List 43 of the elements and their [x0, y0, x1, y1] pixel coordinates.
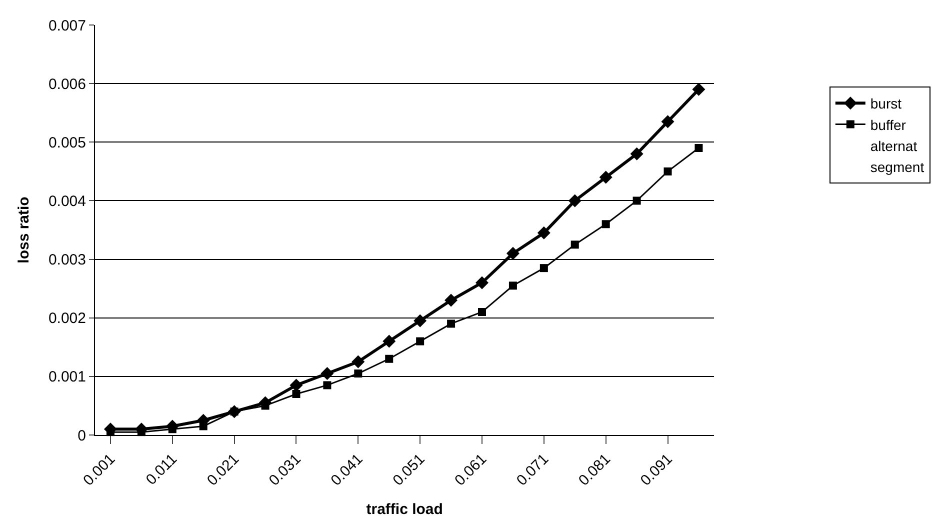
point	[385, 354, 394, 363]
point	[478, 308, 486, 316]
text: segment	[870, 159, 924, 176]
x-axis-title: traffic load	[366, 501, 443, 518]
point	[632, 196, 641, 205]
point	[568, 194, 582, 208]
point	[416, 337, 424, 346]
y-tick-label: 0.006	[48, 76, 86, 93]
y-tick-label: 0.005	[48, 134, 86, 152]
y-tick-label: 0.001	[48, 368, 86, 386]
point	[354, 370, 362, 378]
point	[352, 355, 365, 368]
point	[692, 82, 706, 96]
point	[540, 264, 548, 272]
point	[292, 390, 300, 398]
point	[444, 294, 458, 307]
point	[320, 367, 334, 380]
point	[199, 422, 208, 430]
point	[290, 378, 303, 392]
point	[599, 170, 612, 184]
point	[570, 240, 579, 249]
point	[694, 144, 703, 152]
point	[661, 115, 674, 128]
y-tick-label: 0.004	[48, 192, 86, 210]
point	[506, 246, 520, 260]
point	[630, 147, 644, 160]
legend-label: buffer	[870, 116, 906, 133]
y-axis-title: loss ratio	[16, 196, 33, 264]
point	[414, 314, 427, 328]
point	[323, 381, 332, 390]
y-tick-label: 0.003	[48, 252, 86, 269]
point	[537, 226, 550, 240]
y-tick-label: 0	[78, 427, 86, 444]
point	[476, 276, 488, 290]
point	[447, 320, 456, 328]
y-tick-label: 0.002	[48, 310, 86, 328]
point	[508, 282, 517, 290]
point	[602, 220, 610, 228]
y-tick-label: 0.007	[48, 17, 86, 34]
legend-label: burst	[870, 96, 902, 112]
text: alternat	[870, 138, 918, 154]
point	[664, 167, 672, 176]
point	[382, 334, 396, 348]
